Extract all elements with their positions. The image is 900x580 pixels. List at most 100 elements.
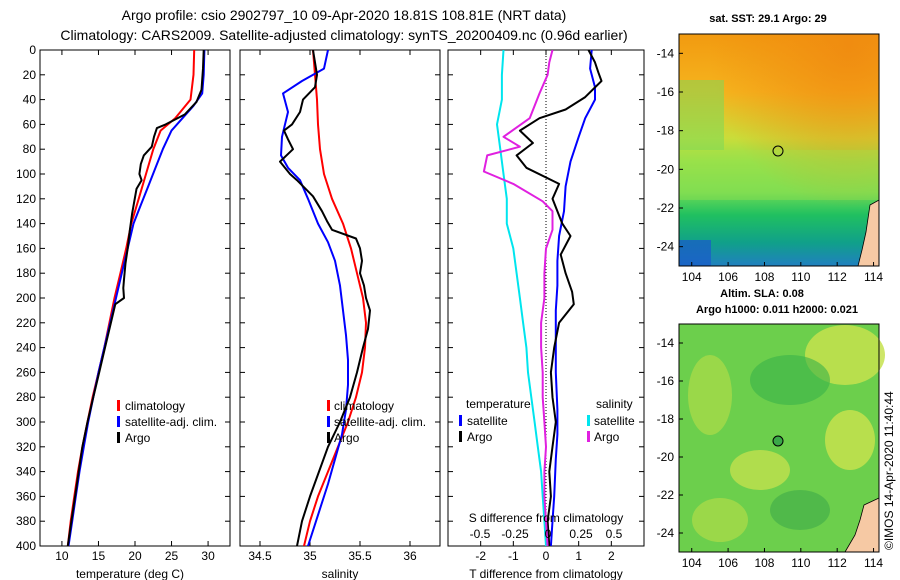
x-tick-label: -1 xyxy=(508,549,519,563)
sla-lat-axis: -14 -16 -18 -20 -22 -24 xyxy=(657,336,683,540)
lon-tick-label: 114 xyxy=(864,556,883,570)
sst-map-panel: sat. SST: 29.1 Argo: 29 -14-16-18-20-22-… xyxy=(657,13,884,284)
s-tick-label: 0.5 xyxy=(606,527,623,541)
temperature-series xyxy=(66,50,206,546)
depth-tick-label: 220 xyxy=(16,316,36,330)
sst-lon-axis: 104 106 108 110 112 114 xyxy=(682,262,883,284)
lat-tick-label: -16 xyxy=(657,374,675,388)
x-tick-label: 35.5 xyxy=(348,549,372,563)
lon-tick-label: 114 xyxy=(864,270,883,284)
temperature-legend: climatology satellite-adj. clim. Argo xyxy=(117,399,217,445)
sla-high-patch xyxy=(688,355,732,435)
legend-label-satellite: satellite-adj. clim. xyxy=(125,415,217,429)
depth-tick-label: 140 xyxy=(16,217,36,231)
depth-tick-label: 240 xyxy=(16,341,36,355)
legend-label-satellite: satellite-adj. clim. xyxy=(334,415,426,429)
s-tick-label: 0 xyxy=(545,527,552,541)
salinity-legend: climatology satellite-adj. clim. Argo xyxy=(327,399,426,445)
legend-label-argo: Argo xyxy=(334,431,360,445)
difference-y-ticks xyxy=(448,49,644,547)
legend-label-temp-satellite: satellite xyxy=(467,414,508,428)
legend-swatch-temp-satellite xyxy=(459,415,462,426)
depth-axis: 0 20 40 60 80 100 120 140 160 180 200 220 240 260 280 3… xyxy=(16,43,230,553)
difference-x-label: T difference from climatology xyxy=(469,567,623,580)
lon-tick-label: 108 xyxy=(754,556,774,570)
depth-tick-label: 300 xyxy=(16,415,36,429)
sst-band xyxy=(679,150,879,200)
x-tick-label: 25 xyxy=(165,549,179,563)
lat-tick-label: -20 xyxy=(657,162,675,176)
s-difference-top-label: S difference from climatology xyxy=(469,511,624,525)
sla-argo-marker xyxy=(772,435,784,447)
lon-tick-label: 104 xyxy=(682,270,702,284)
lon-tick-label: 110 xyxy=(791,556,810,570)
sla-high-patch xyxy=(730,450,790,490)
sst-lat-axis: -14 -16 -18 -20 -22 -24 xyxy=(657,46,683,254)
difference-legend: temperature salinity satellite Argo sate… xyxy=(459,397,635,444)
depth-tick-label: 40 xyxy=(23,93,37,107)
salinity-x-axis: 34.5 35 35.5 36 xyxy=(248,50,417,563)
sla-low-patch xyxy=(770,490,830,530)
lon-tick-label: 112 xyxy=(828,270,847,284)
x-tick-label: 0 xyxy=(543,549,550,563)
lon-tick-label: 112 xyxy=(828,556,847,570)
series-line-argo xyxy=(66,50,205,546)
x-tick-label: 35 xyxy=(303,549,317,563)
sla-low-patch xyxy=(750,355,830,405)
lat-tick-label: -14 xyxy=(657,336,675,350)
lon-tick-label: 106 xyxy=(718,270,738,284)
legend-title-temperature: temperature xyxy=(466,397,531,411)
series-line-temperature-argo xyxy=(515,50,603,546)
difference-plot-frame xyxy=(447,49,645,547)
sst-map-frame xyxy=(678,33,880,267)
salinity-series xyxy=(279,50,371,546)
lat-tick-label: -20 xyxy=(657,450,675,464)
series-line-climatology xyxy=(303,50,367,546)
depth-tick-label: 380 xyxy=(16,514,36,528)
salinity-panel: 34.5 35 35.5 36 salinity climatology satell… xyxy=(239,49,441,580)
legend-swatch-temp-argo xyxy=(459,431,462,442)
sla-map-title: Altim. SLA: 0.08 xyxy=(720,288,804,300)
x-tick-label: 15 xyxy=(92,549,106,563)
depth-tick-label: 120 xyxy=(16,192,36,206)
difference-panel: -2 -1 0 1 2 T difference from climatology S … xyxy=(447,49,645,580)
sla-map-image xyxy=(678,323,885,553)
depth-tick-label: 100 xyxy=(16,167,36,181)
depth-tick-label: 180 xyxy=(16,266,36,280)
legend-swatch-sal-argo xyxy=(587,431,590,442)
lon-tick-label: 110 xyxy=(791,270,810,284)
sla-lon-axis: 104 106 108 110 112 114 xyxy=(682,548,883,570)
salinity-y-ticks xyxy=(240,49,440,547)
sst-map-image xyxy=(678,33,880,267)
legend-label-sal-argo: Argo xyxy=(594,430,620,444)
x-tick-label: -2 xyxy=(475,549,486,563)
x-tick-label: 20 xyxy=(128,549,142,563)
legend-title-salinity: salinity xyxy=(596,397,633,411)
legend-label-sal-satellite: satellite xyxy=(594,414,635,428)
x-tick-label: 34.5 xyxy=(248,549,272,563)
lat-tick-label: -18 xyxy=(657,412,675,426)
temperature-x-label: temperature (deg C) xyxy=(76,567,184,580)
lat-tick-label: -24 xyxy=(657,526,675,540)
difference-x-axis: -2 -1 0 1 2 xyxy=(475,50,615,563)
depth-tick-label: 320 xyxy=(16,440,36,454)
legend-swatch-satellite xyxy=(117,416,120,427)
depth-tick-label: 0 xyxy=(29,43,36,57)
sst-map-title: sat. SST: 29.1 Argo: 29 xyxy=(709,13,827,25)
depth-tick-label: 20 xyxy=(23,68,37,82)
depth-tick-label: 200 xyxy=(16,291,36,305)
depth-tick-label: 400 xyxy=(16,539,36,553)
sla-high-patch xyxy=(692,498,748,542)
s-tick-label: 0.25 xyxy=(569,527,593,541)
x-tick-label: 10 xyxy=(55,549,69,563)
depth-tick-label: 80 xyxy=(23,142,37,156)
lon-tick-label: 106 xyxy=(718,556,738,570)
s-difference-ticks: -0.5 -0.25 0 0.25 0.5 xyxy=(470,527,623,541)
sst-argo-marker xyxy=(772,145,784,157)
salinity-plot-frame xyxy=(239,49,441,547)
s-tick-label: -0.25 xyxy=(501,527,529,541)
title-line-1: Argo profile: csio 2902797_10 09-Apr-202… xyxy=(122,7,567,23)
lon-tick-label: 108 xyxy=(754,270,774,284)
legend-swatch-argo xyxy=(327,432,330,443)
